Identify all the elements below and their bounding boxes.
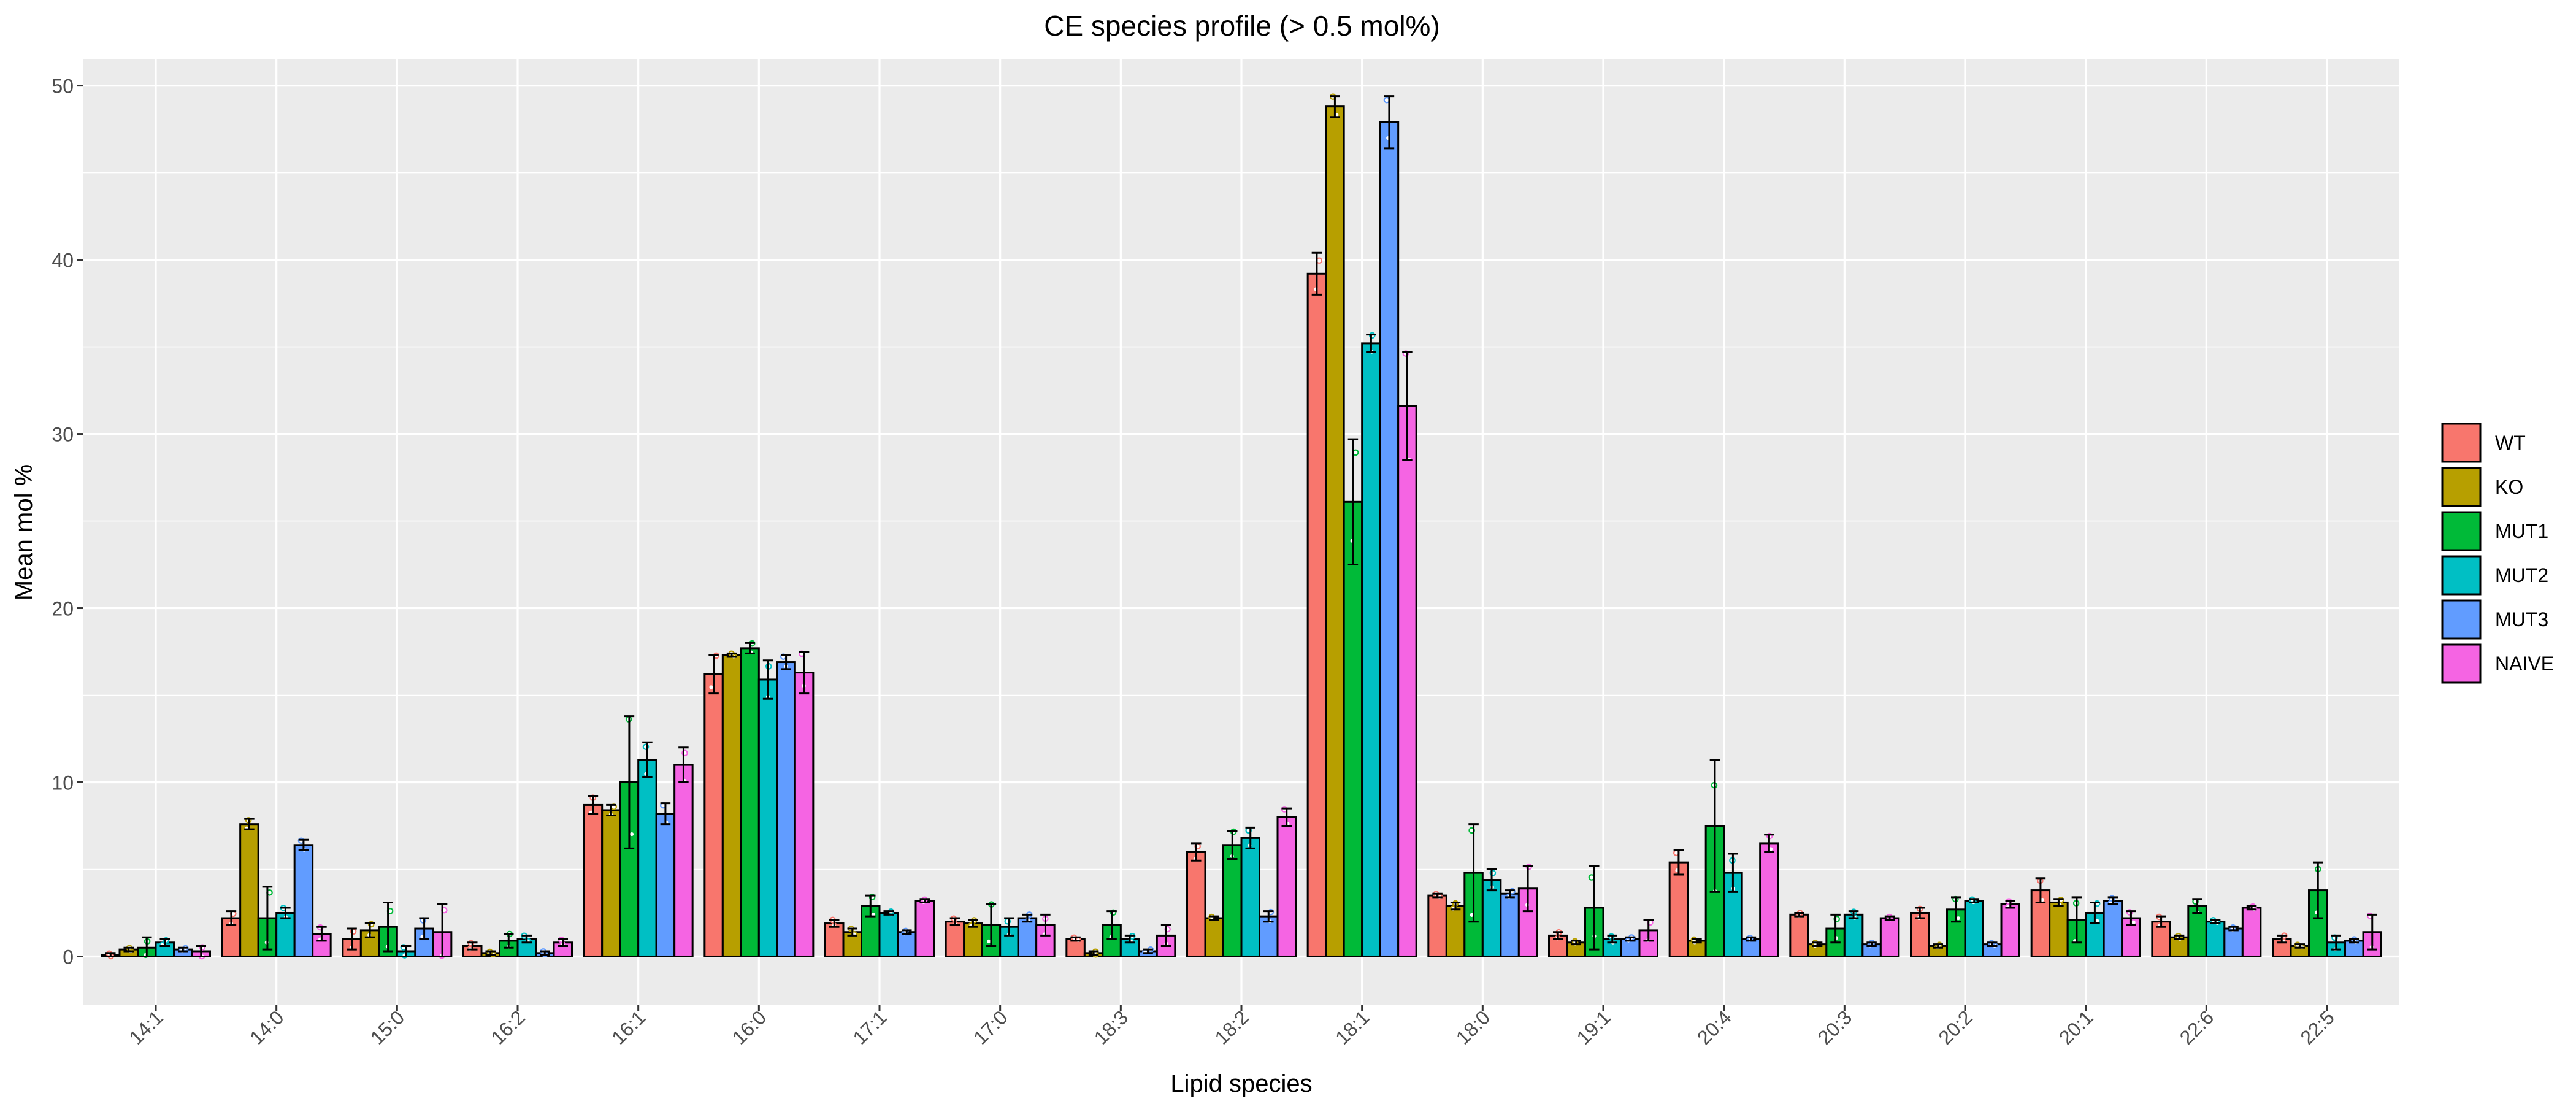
- bar: [1065, 938, 1086, 957]
- bar: [1445, 905, 1466, 957]
- legend-label: MUT3: [2495, 608, 2548, 631]
- bars: [101, 105, 2382, 957]
- bar: [703, 673, 724, 957]
- bar: [293, 844, 314, 957]
- bar: [673, 764, 694, 957]
- bar: [601, 809, 621, 957]
- bar: [1361, 342, 1381, 957]
- bar: [721, 654, 742, 957]
- bar: [1789, 913, 1809, 957]
- bar: [1276, 816, 1297, 957]
- bar: [1186, 851, 1206, 957]
- bar: [1843, 913, 1864, 957]
- bar: [2049, 901, 2069, 957]
- y-tick-label: 10: [52, 772, 74, 794]
- legend-label: NAIVE: [2495, 653, 2554, 675]
- bar: [963, 922, 983, 957]
- bar: [619, 781, 640, 957]
- legend-key: [2441, 555, 2482, 596]
- y-tick-label: 20: [52, 598, 74, 620]
- bar: [1500, 892, 1520, 957]
- bar: [776, 661, 796, 957]
- legend: WT KO MUT1 MUT2 MUT3 NAIVE: [2441, 423, 2554, 684]
- bar: [1427, 894, 1447, 957]
- bar: [1306, 272, 1327, 957]
- bar: [757, 678, 778, 957]
- bar: [794, 672, 815, 957]
- y-tick-label: 40: [52, 250, 74, 272]
- bar: [1204, 917, 1224, 957]
- bar: [1397, 405, 1417, 957]
- legend-label: WT: [2495, 432, 2526, 454]
- bar: [1668, 861, 1689, 957]
- bar: [824, 922, 845, 957]
- bar: [2000, 903, 2020, 957]
- bar: [740, 647, 760, 957]
- bar: [878, 911, 899, 957]
- bar: [1240, 837, 1260, 957]
- bar: [1759, 842, 1779, 957]
- y-axis-title: Mean mol %: [10, 464, 37, 600]
- bar: [1879, 917, 1900, 957]
- bar: [1222, 844, 1243, 957]
- bar: [1964, 900, 1984, 957]
- chart-title: CE species profile (> 0.5 mol%): [1044, 10, 1440, 42]
- legend-label: MUT2: [2495, 564, 2548, 586]
- legend-label: KO: [2495, 476, 2523, 498]
- legend-label: MUT1: [2495, 520, 2548, 542]
- legend-key: [2441, 599, 2482, 640]
- x-axis-title: Lipid species: [1170, 1070, 1312, 1097]
- bar: [1343, 500, 1363, 957]
- bar: [637, 759, 657, 957]
- y-axis: 0 10 20 30 40 50: [52, 75, 83, 968]
- bar: [1379, 121, 1400, 957]
- legend-key: [2441, 423, 2482, 463]
- bar: [583, 803, 604, 957]
- bar: [914, 900, 935, 957]
- legend-key: [2441, 643, 2482, 684]
- y-tick-label: 30: [52, 424, 74, 446]
- error-bars: [105, 95, 2378, 957]
- bar: [2103, 900, 2123, 957]
- y-tick-label: 50: [52, 75, 74, 98]
- bar: [655, 813, 676, 957]
- bar: [2241, 907, 2262, 957]
- bar: [1481, 879, 1502, 957]
- bar: [2205, 921, 2226, 957]
- legend-key: [2441, 511, 2482, 551]
- legend-key: [2441, 467, 2482, 507]
- y-tick-label: 0: [63, 946, 74, 968]
- bar: [239, 823, 259, 957]
- bar: [1325, 105, 1345, 957]
